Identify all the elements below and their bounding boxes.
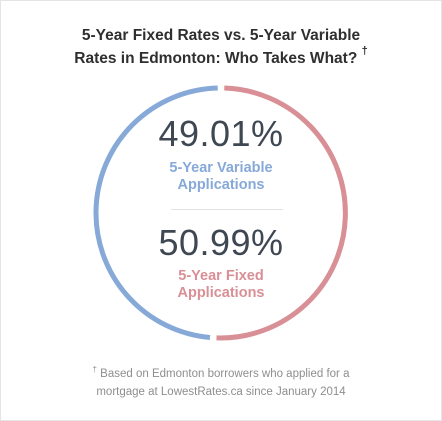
arc-variable-applications: [93, 85, 218, 340]
fixed-label-line-2: Applications: [177, 285, 265, 301]
footnote-line-2: mortgage at LowestRates.ca since January…: [96, 385, 346, 398]
title-line-2: Rates in Edmonton: Who Takes What?: [74, 50, 358, 68]
variable-percent: 49.01%: [158, 113, 284, 154]
center-divider: [171, 209, 283, 210]
fixed-label-line-1: 5-Year Fixed: [178, 268, 264, 284]
fixed-percent: 50.99%: [158, 222, 284, 263]
fixed-label: 5-Year Fixed Applications: [0, 268, 442, 302]
title-dagger: †: [361, 45, 368, 57]
variable-label-line-2: Applications: [177, 177, 265, 193]
variable-label: 5-Year Variable Applications: [0, 160, 442, 194]
chart-title: 5-Year Fixed Rates vs. 5-Year Variable R…: [0, 26, 442, 68]
footnote: † Based on Edmonton borrowers who applie…: [0, 361, 442, 401]
title-line-1: 5-Year Fixed Rates vs. 5-Year Variable: [81, 27, 361, 44]
footnote-dagger: †: [92, 365, 97, 374]
variable-label-line-1: 5-Year Variable: [169, 160, 273, 176]
footnote-line-1: Based on Edmonton borrowers who applied …: [96, 367, 350, 380]
arc-fixed-applications: [216, 85, 348, 341]
